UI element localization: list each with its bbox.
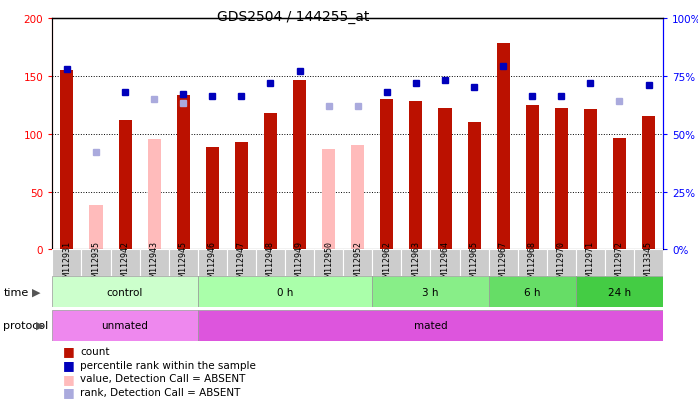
Text: GDS2504 / 144255_at: GDS2504 / 144255_at xyxy=(217,10,369,24)
Text: GSM112952: GSM112952 xyxy=(353,241,362,286)
Text: GSM112935: GSM112935 xyxy=(91,241,101,286)
Bar xyxy=(52,310,198,341)
Text: ▶: ▶ xyxy=(36,320,45,330)
Text: GSM112971: GSM112971 xyxy=(586,241,595,286)
Bar xyxy=(89,206,103,250)
Text: ■: ■ xyxy=(63,344,75,358)
Bar xyxy=(140,250,169,277)
Bar xyxy=(489,277,576,308)
Bar xyxy=(489,250,518,277)
Bar xyxy=(613,139,626,250)
Bar xyxy=(459,250,489,277)
Text: GSM112949: GSM112949 xyxy=(295,241,304,286)
Bar xyxy=(518,250,547,277)
Bar xyxy=(343,250,372,277)
Bar xyxy=(119,120,132,250)
Text: GSM112967: GSM112967 xyxy=(498,241,507,286)
Bar xyxy=(372,250,401,277)
Text: ▶: ▶ xyxy=(32,287,40,297)
Bar xyxy=(431,250,459,277)
Bar xyxy=(198,250,227,277)
Bar xyxy=(206,148,219,250)
Bar xyxy=(468,123,481,250)
Bar xyxy=(264,114,277,250)
Text: value, Detection Call = ABSENT: value, Detection Call = ABSENT xyxy=(80,373,246,383)
Text: GSM112950: GSM112950 xyxy=(324,241,333,286)
Text: 24 h: 24 h xyxy=(608,287,631,297)
Bar xyxy=(380,100,394,250)
Bar xyxy=(198,310,663,341)
Bar xyxy=(322,149,335,250)
Bar xyxy=(642,117,655,250)
Bar xyxy=(496,44,510,250)
Bar xyxy=(227,250,256,277)
Bar xyxy=(82,250,110,277)
Bar xyxy=(147,140,161,250)
Text: GSM112931: GSM112931 xyxy=(62,241,71,286)
Bar xyxy=(372,277,489,308)
Bar xyxy=(584,163,597,250)
Text: unmated: unmated xyxy=(102,320,149,330)
Bar xyxy=(285,250,314,277)
Bar xyxy=(314,250,343,277)
Text: GSM112972: GSM112972 xyxy=(615,241,624,286)
Bar xyxy=(547,250,576,277)
Text: protocol: protocol xyxy=(3,320,49,330)
Text: count: count xyxy=(80,346,110,356)
Bar xyxy=(169,250,198,277)
Text: time: time xyxy=(3,287,29,297)
Text: GSM112945: GSM112945 xyxy=(179,241,188,286)
Bar xyxy=(526,105,539,250)
Bar xyxy=(198,277,372,308)
Text: mated: mated xyxy=(414,320,447,330)
Text: control: control xyxy=(107,287,143,297)
Bar xyxy=(60,71,73,250)
Text: GSM112948: GSM112948 xyxy=(266,241,275,286)
Text: GSM112946: GSM112946 xyxy=(208,241,217,286)
Bar xyxy=(52,277,198,308)
Text: percentile rank within the sample: percentile rank within the sample xyxy=(80,360,256,370)
Text: ■: ■ xyxy=(63,358,75,371)
Bar xyxy=(235,142,248,250)
Text: 6 h: 6 h xyxy=(524,287,540,297)
Text: 3 h: 3 h xyxy=(422,287,438,297)
Text: GSM112964: GSM112964 xyxy=(440,241,450,286)
Text: GSM112962: GSM112962 xyxy=(383,241,392,286)
Bar xyxy=(256,250,285,277)
Bar xyxy=(576,277,663,308)
Text: ■: ■ xyxy=(63,372,75,385)
Bar xyxy=(634,250,663,277)
Bar xyxy=(409,102,422,250)
Text: GSM112943: GSM112943 xyxy=(149,241,158,286)
Text: GSM112970: GSM112970 xyxy=(557,241,566,286)
Bar xyxy=(401,250,431,277)
Bar xyxy=(293,81,306,250)
Text: GSM112965: GSM112965 xyxy=(470,241,479,286)
Bar xyxy=(605,250,634,277)
Text: ■: ■ xyxy=(63,385,75,399)
Bar xyxy=(177,96,190,250)
Bar xyxy=(52,250,82,277)
Bar xyxy=(555,109,568,250)
Text: GSM112963: GSM112963 xyxy=(411,241,420,286)
Text: GSM112968: GSM112968 xyxy=(528,241,537,286)
Text: GSM112947: GSM112947 xyxy=(237,241,246,286)
Text: GSM112942: GSM112942 xyxy=(121,241,130,286)
Text: 0 h: 0 h xyxy=(277,287,293,297)
Bar xyxy=(351,146,364,250)
Bar xyxy=(438,109,452,250)
Text: GSM113345: GSM113345 xyxy=(644,241,653,286)
Text: rank, Detection Call = ABSENT: rank, Detection Call = ABSENT xyxy=(80,387,241,397)
Bar xyxy=(110,250,140,277)
Bar xyxy=(576,250,605,277)
Bar xyxy=(584,110,597,250)
